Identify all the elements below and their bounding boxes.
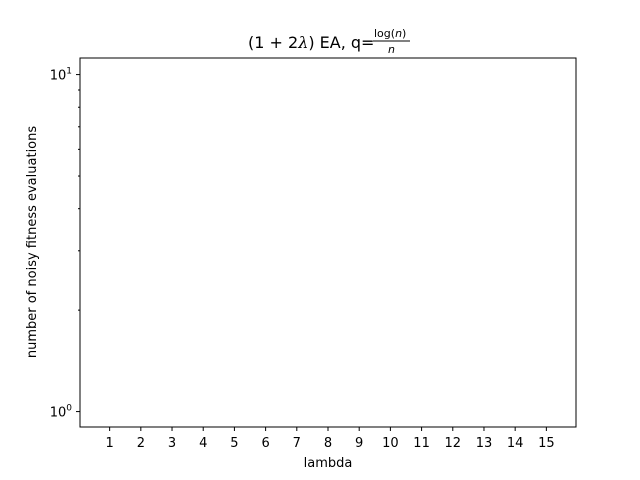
x-tick-label: 13	[476, 436, 493, 451]
y-tick-exponent: 1	[66, 67, 72, 77]
x-tick-label: 15	[538, 436, 555, 451]
svg-text:log(n): log(n)	[374, 27, 406, 40]
x-tick-label: 3	[168, 436, 176, 451]
x-axis: 1 2 3 4 5 6 7 8 9 10 11 12 13 14 15	[105, 427, 555, 451]
title-prefix: (1 + 2	[248, 33, 298, 52]
plot-area	[79, 57, 577, 428]
title-frac-num-var: n	[395, 27, 402, 40]
x-tick-label: 4	[199, 436, 207, 451]
y-tick-label: 101	[50, 67, 72, 84]
x-tick-label: 9	[355, 436, 363, 451]
y-tick-base: 10	[50, 69, 67, 84]
title-frac-den: n	[388, 43, 395, 56]
x-tick-label: 2	[137, 436, 145, 451]
y-tick-exponent: 0	[66, 404, 72, 414]
title-frac-num-func: log(	[374, 27, 395, 40]
x-tick-label: 11	[413, 436, 430, 451]
title-mid: ) EA, q=	[308, 33, 374, 52]
svg-text:(1 + 2λ) EA, q=: (1 + 2λ) EA, q=	[248, 33, 374, 52]
y-axis-label: number of noisy fitness evaluations	[25, 126, 40, 359]
x-tick-label: 14	[507, 436, 524, 451]
y-tick-label: 100	[50, 404, 73, 421]
title-frac-num-close: )	[402, 27, 406, 40]
x-tick-label: 8	[324, 436, 332, 451]
x-tick-label: 5	[230, 436, 238, 451]
title-lambda: λ	[297, 33, 308, 52]
y-tick-base: 10	[50, 406, 67, 421]
x-tick-label: 6	[261, 436, 269, 451]
x-tick-label: 1	[105, 436, 113, 451]
chart-title: (1 + 2λ) EA, q= log(n) n	[248, 27, 410, 56]
x-tick-label: 12	[445, 436, 462, 451]
x-axis-label: lambda	[304, 456, 353, 471]
x-tick-label: 10	[382, 436, 399, 451]
x-tick-label: 7	[293, 436, 301, 451]
